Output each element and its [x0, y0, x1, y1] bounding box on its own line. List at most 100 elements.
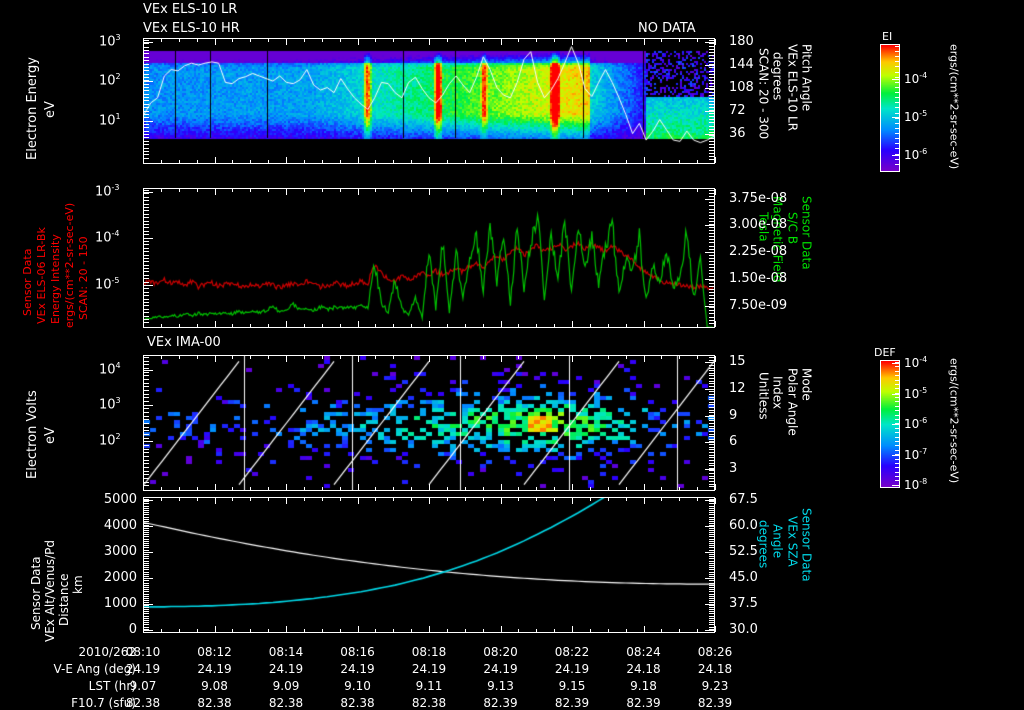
p4-rtick-minor-30 — [709, 565, 714, 566]
table-cell-ve_ang-2: 24.19 — [268, 662, 304, 676]
p3-rtick-minor-30 — [709, 436, 714, 437]
p1-rtick-minor-35 — [709, 147, 714, 148]
p2-rtick-minor-14 — [709, 233, 714, 234]
p1-rtick-minor-7 — [709, 61, 714, 62]
xtick-minor-bot-p1-19 — [483, 160, 484, 163]
xtick-top-p3-7 — [644, 356, 645, 362]
cb1-tick-minor-21 — [895, 154, 900, 155]
p4-ytick-5 — [144, 630, 153, 631]
panel1-spectrogram-plot[interactable] — [143, 38, 715, 164]
xtick-minor-bot-p4-12 — [358, 629, 359, 632]
xtick-top-p4-5 — [501, 498, 502, 504]
p1-rtick-minor-27 — [709, 122, 714, 123]
xtick-minor-bot-p1-25 — [590, 160, 591, 163]
p4-rtick-minor-17 — [709, 536, 714, 537]
xtick-minor-bot-p4-15 — [411, 629, 412, 632]
panel1-right-axis-title: Pitch Angle — [799, 44, 814, 112]
p4-ytick-minor-9 — [144, 519, 149, 520]
p1-rtick-1 — [705, 65, 714, 66]
p2-ytick-minor-8 — [144, 217, 149, 218]
p1-ytick-minor-17 — [144, 97, 149, 98]
p4-rtick-minor-5 — [709, 510, 714, 511]
xtick-top-p1-4 — [429, 39, 430, 45]
p1-rtick-label-1: 144 — [729, 57, 754, 73]
p3-ytick-minor-29 — [144, 463, 149, 464]
cb1-tick-minor-0 — [895, 46, 900, 47]
p2-ytick-minor-19 — [144, 255, 149, 256]
xtick-minor-bot-p1-12 — [358, 160, 359, 163]
p2-rtick-label-4: 7.50e-09 — [729, 298, 788, 314]
p1-ytick-minor-24 — [144, 121, 149, 122]
panel3-right-index: Index — [770, 376, 785, 410]
xtick-minor-top-p3-9 — [304, 356, 305, 359]
p3-rtick-minor-24 — [709, 420, 714, 421]
xtick-minor-bot-p1-18 — [465, 160, 466, 163]
panel4-altitude-sza-plot[interactable] — [143, 497, 715, 633]
p2-rtick-minor-20 — [709, 252, 714, 253]
xtick-minor-top-p2-0 — [143, 189, 144, 192]
p3-rtick-minor-41 — [709, 465, 714, 466]
xtick-minor-top-p1-11 — [340, 39, 341, 42]
xtick-minor-bot-p1-24 — [572, 160, 573, 163]
p1-rtick-minor-16 — [709, 89, 714, 90]
cb3-tick-minor-25 — [895, 472, 900, 473]
xtick-minor-bot-p3-17 — [447, 487, 448, 490]
p2-ytick-label-2: 10-5 — [95, 275, 120, 292]
xtick-minor-top-p3-12 — [358, 356, 359, 359]
p1-rtick-label-0: 180 — [729, 34, 754, 50]
p3-rtick-minor-29 — [709, 434, 714, 435]
p4-ytick-minor-49 — [144, 607, 149, 608]
p4-ytick-minor-57 — [144, 624, 149, 625]
xtick-minor-bot-p1-1 — [161, 160, 162, 163]
p1-ytick-minor-5 — [144, 57, 149, 58]
table-cell-lst-2: 9.09 — [272, 679, 300, 693]
panel3-right-quantity: Polar Angle — [785, 368, 800, 436]
xtick-top-p2-4 — [429, 189, 430, 195]
panel3-right-units: Unitless — [756, 372, 771, 420]
xtick-minor-top-p1-29 — [661, 39, 662, 42]
p2-rtick-minor-13 — [709, 230, 714, 231]
p2-ytick-minor-0 — [144, 190, 149, 191]
p2-rtick-minor-6 — [709, 209, 714, 210]
xtick-minor-bot-p2-7 — [268, 324, 269, 327]
cb1-tick-minor-3 — [895, 61, 900, 62]
xtick-minor-top-p4-24 — [572, 498, 573, 501]
p2-ytick-minor-2 — [144, 197, 149, 198]
p1-ytick-minor-20 — [144, 107, 149, 108]
p2-ytick-minor-15 — [144, 241, 149, 242]
p4-ytick-minor-6 — [144, 512, 149, 513]
xtick-minor-top-p2-32 — [715, 189, 716, 192]
xtick-minor-bot-p4-18 — [465, 629, 466, 632]
p2-rtick-4 — [705, 306, 714, 307]
p4-rtick-minor-43 — [709, 594, 714, 595]
p2-ytick-minor-39 — [144, 322, 149, 323]
xtick-minor-bot-p1-3 — [197, 160, 198, 163]
panel3-ion-spectrogram-plot[interactable] — [143, 355, 715, 491]
xtick-minor-top-p4-16 — [429, 498, 430, 501]
p3-rtick-minor-40 — [709, 463, 714, 464]
p3-rtick-minor-6 — [709, 373, 714, 374]
p1-ytick-label-2: 101 — [99, 111, 121, 128]
xtick-minor-bot-p4-32 — [715, 629, 716, 632]
p4-rtick-minor-9 — [709, 519, 714, 520]
p2-ytick-minor-29 — [144, 288, 149, 289]
p4-rtick-minor-6 — [709, 512, 714, 513]
xtick-minor-bot-p3-29 — [661, 487, 662, 490]
xtick-top-p3-8 — [715, 356, 716, 362]
p4-rtick-minor-15 — [709, 532, 714, 533]
p2-ytick-minor-13 — [144, 234, 149, 235]
xtick-minor-bot-p1-23 — [554, 160, 555, 163]
xtick-minor-bot-p3-14 — [393, 487, 394, 490]
p1-rtick-minor-33 — [709, 141, 714, 142]
xtick-minor-bot-p2-15 — [411, 324, 412, 327]
xtick-minor-top-p1-31 — [697, 39, 698, 42]
p3-ytick-minor-31 — [144, 471, 149, 472]
p1-rtick-minor-4 — [709, 52, 714, 53]
xtick-minor-top-p3-31 — [697, 356, 698, 359]
p3-rtick-minor-32 — [709, 441, 714, 442]
panel2-line-plot[interactable] — [143, 188, 715, 328]
p4-ytick-minor-44 — [144, 596, 149, 597]
xtick-minor-top-p2-13 — [375, 189, 376, 192]
p2-rtick-minor-9 — [709, 218, 714, 219]
xtick-minor-bot-p2-23 — [554, 324, 555, 327]
